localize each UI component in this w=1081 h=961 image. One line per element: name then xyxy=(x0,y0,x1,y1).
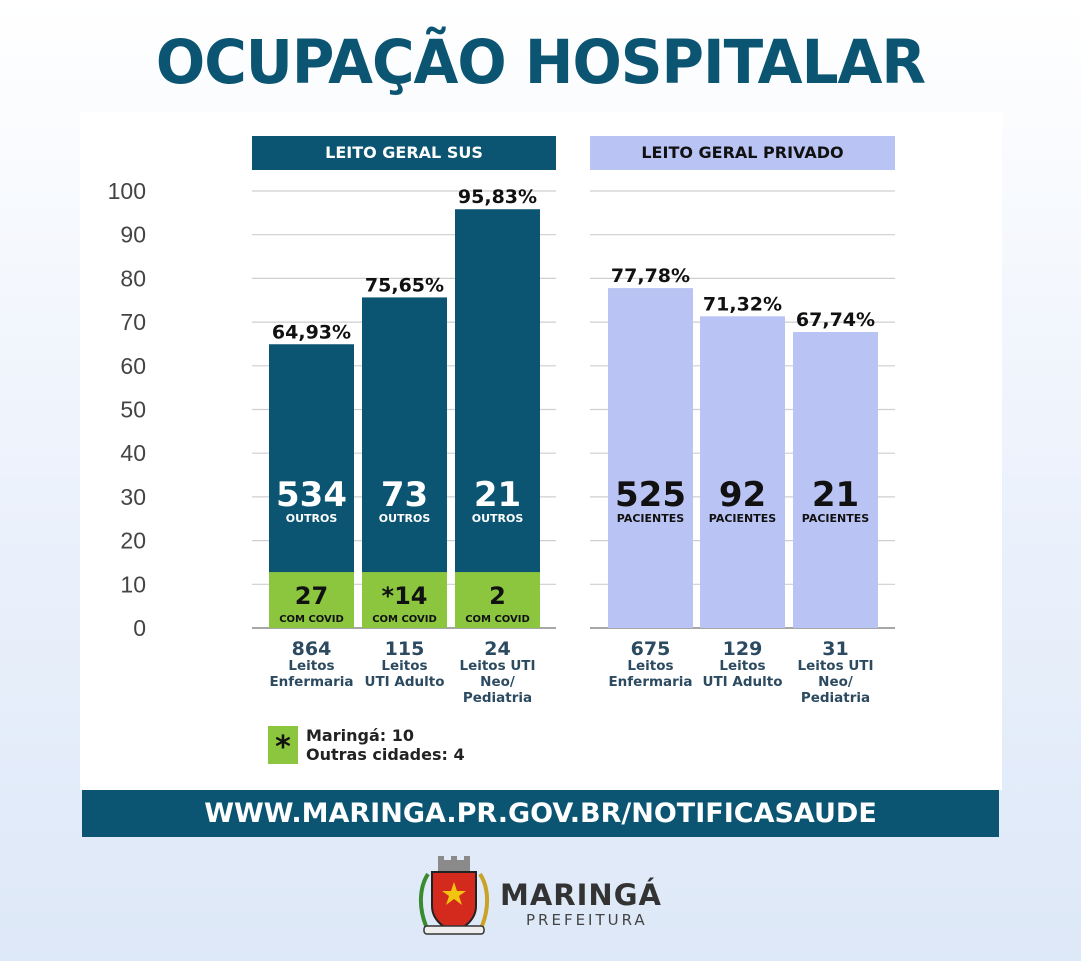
category-total: 129 xyxy=(723,638,763,660)
bar-count-label: 21 xyxy=(812,475,859,515)
bar-1-2 xyxy=(793,331,878,628)
y-tick-label: 90 xyxy=(120,222,146,248)
legend-line-other-cities: Outras cidades: 4 xyxy=(306,745,465,764)
y-tick-label: 70 xyxy=(120,309,146,335)
category-label: Enfermaria xyxy=(269,674,353,690)
covid-segment-name: COM COVID xyxy=(279,614,344,625)
y-tick-label: 30 xyxy=(120,484,146,510)
y-tick-label: 40 xyxy=(120,440,146,466)
bar-segment-name: PACIENTES xyxy=(709,512,776,525)
maringa-crest-icon xyxy=(419,856,489,935)
logo-subtitle: PREFEITURA xyxy=(526,911,648,929)
bar-0-2 xyxy=(455,209,540,628)
page-title: OCUPAÇÃO HOSPITALAR xyxy=(155,26,926,98)
bar-value-label: 67,74% xyxy=(796,309,875,331)
y-tick-label: 80 xyxy=(120,265,146,291)
bar-segment-name: PACIENTES xyxy=(617,512,684,525)
bar-count-label: 525 xyxy=(615,475,686,515)
covid-count-label: 27 xyxy=(295,582,328,610)
bar-segment-name: OUTROS xyxy=(286,512,338,525)
category-label: Enfermaria xyxy=(608,674,692,690)
y-tick-label: 50 xyxy=(120,397,146,423)
bar-count-label: 73 xyxy=(381,475,428,515)
legend-line-maringa: Maringá: 10 xyxy=(306,726,414,745)
category-label: UTI Adulto xyxy=(365,674,445,690)
bar-segment-name: PACIENTES xyxy=(802,512,869,525)
category-label: Leitos xyxy=(288,658,334,674)
bar-value-label: 95,83% xyxy=(458,186,537,208)
category-label: Pediatria xyxy=(463,690,532,706)
category-label: Leitos UTI xyxy=(797,658,873,674)
y-tick-label: 0 xyxy=(133,615,146,641)
header-private: LEITO GERAL PRIVADO xyxy=(590,136,895,170)
category-total: 115 xyxy=(385,638,425,660)
bar-value-label: 75,65% xyxy=(365,274,444,296)
bar-segment-name: OUTROS xyxy=(472,512,524,525)
header-sus: LEITO GERAL SUS xyxy=(252,136,556,170)
covid-count-label: *14 xyxy=(382,582,428,610)
logo-name: MARINGÁ xyxy=(500,878,662,912)
bar-segment-name: OUTROS xyxy=(379,512,431,525)
bar-count-label: 21 xyxy=(474,475,521,515)
covid-segment-0 xyxy=(269,572,354,628)
covid-segment-2 xyxy=(455,572,540,628)
covid-segment-name: COM COVID xyxy=(465,614,530,625)
category-total: 31 xyxy=(822,638,848,660)
category-total: 24 xyxy=(484,638,510,660)
category-total: 864 xyxy=(292,638,332,660)
y-tick-label: 100 xyxy=(108,178,146,204)
category-label: Leitos xyxy=(381,658,427,674)
bar-count-label: 92 xyxy=(719,475,766,515)
legend-asterisk: * xyxy=(268,726,298,765)
covid-count-label: 2 xyxy=(489,582,506,610)
bar-value-label: 77,78% xyxy=(611,265,690,287)
bar-count-label: 534 xyxy=(276,475,347,515)
category-label: Pediatria xyxy=(801,690,870,706)
bar-1-0 xyxy=(608,288,693,628)
category-label: Leitos xyxy=(627,658,673,674)
covid-segment-1 xyxy=(362,572,447,628)
category-label: Neo/ xyxy=(818,674,853,690)
category-label: Leitos UTI xyxy=(459,658,535,674)
category-label: UTI Adulto xyxy=(703,674,783,690)
y-tick-label: 60 xyxy=(120,353,146,379)
website-url[interactable]: WWW.MARINGA.PR.GOV.BR/NOTIFICASAUDE xyxy=(82,790,999,837)
category-label: Neo/ xyxy=(480,674,515,690)
y-tick-label: 10 xyxy=(120,571,146,597)
category-label: Leitos xyxy=(719,658,765,674)
category-total: 675 xyxy=(631,638,671,660)
bar-value-label: 71,32% xyxy=(703,293,782,315)
bar-value-label: 64,93% xyxy=(272,321,351,343)
bar-1-1 xyxy=(700,316,785,628)
covid-segment-name: COM COVID xyxy=(372,614,437,625)
y-tick-label: 20 xyxy=(120,528,146,554)
